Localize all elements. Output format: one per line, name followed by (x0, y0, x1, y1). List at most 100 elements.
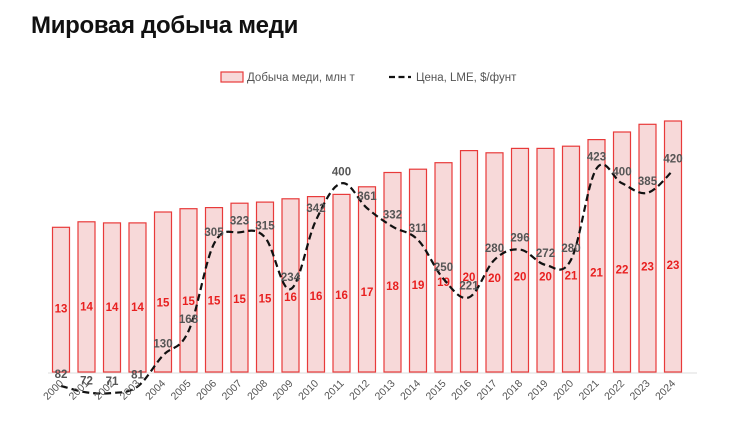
price-label-2024: 420 (663, 154, 682, 166)
bar-2012 (357, 186, 377, 373)
bar-2006 (204, 207, 224, 373)
bar-label-2011: 16 (335, 290, 348, 302)
bar-2017 (485, 152, 504, 373)
bar-label-2023: 23 (641, 261, 654, 273)
price-line-layer: 82 72 71 81 130 168 305 323 315 234 342 400 361 332 31… (55, 152, 683, 395)
bar-2003 (128, 222, 147, 373)
price-label-2017: 280 (485, 243, 504, 255)
price-label-2007: 323 (230, 215, 249, 227)
bar-label-2020: 21 (565, 270, 578, 282)
bar-label-2002: 14 (106, 302, 119, 314)
bar-2001 (77, 221, 96, 373)
price-label-2013: 332 (383, 210, 402, 222)
bar-label-2004: 15 (157, 297, 170, 309)
x-tick-2015: 2015 (424, 378, 449, 403)
x-tick-2011: 2011 (322, 378, 347, 403)
price-label-2006: 305 (204, 227, 224, 239)
bar-2024 (663, 120, 683, 373)
bar-2015 (434, 162, 453, 373)
bar-label-2015: 19 (437, 277, 450, 289)
bar-label-2001: 14 (80, 301, 93, 313)
price-label-2022: 400 (612, 166, 631, 178)
bar-label-2024: 23 (667, 260, 680, 272)
bar-2023 (638, 123, 657, 373)
x-tick-2014: 2014 (398, 378, 423, 403)
x-tick-2019: 2019 (526, 378, 551, 403)
price-label-2010: 342 (306, 203, 325, 215)
x-tick-2016: 2016 (449, 378, 474, 403)
bar-2016 (459, 150, 479, 373)
price-label-2009: 234 (281, 272, 301, 284)
x-tick-2012: 2012 (347, 378, 372, 403)
bar-label-2007: 15 (233, 294, 246, 306)
price-label-2019: 272 (536, 248, 555, 260)
bar-label-2008: 15 (259, 293, 272, 305)
bar-label-2012: 17 (361, 287, 374, 299)
bar-2013 (383, 171, 402, 373)
price-label-2002: 71 (106, 376, 119, 388)
price-label-2008: 315 (255, 220, 275, 232)
price-label-2012: 361 (357, 191, 377, 203)
bar-2002 (102, 222, 122, 373)
legend-line-label: Цена, LME, $/фунт (416, 72, 517, 84)
x-tick-2017: 2017 (475, 378, 500, 403)
price-label-2000: 82 (55, 369, 68, 381)
x-tick-2010: 2010 (296, 378, 321, 403)
bar-2009 (281, 198, 300, 373)
bar-label-2021: 21 (590, 268, 603, 280)
bar-label-2016: 20 (463, 272, 476, 284)
price-label-2016: 221 (459, 280, 479, 292)
bar-label-2009: 16 (284, 292, 297, 304)
x-tick-2020: 2020 (551, 378, 576, 403)
x-tick-2009: 2009 (271, 378, 296, 403)
x-ticks-layer: 2000 2001 2002 2003 2004 2005 2006 2007 2008 2009… (41, 378, 678, 403)
bar-label-2017: 20 (488, 273, 501, 285)
x-tick-2000: 2000 (41, 378, 66, 403)
chart-title: Мировая добыча меди (31, 12, 299, 39)
bar-label-2013: 18 (386, 281, 399, 293)
x-tick-2018: 2018 (500, 378, 525, 403)
x-tick-2004: 2004 (143, 378, 168, 403)
bar-label-2005: 15 (182, 296, 195, 308)
bar-2000 (51, 226, 71, 373)
bar-2014 (408, 168, 428, 373)
bar-2019 (536, 147, 555, 373)
price-label-2018: 296 (510, 233, 529, 245)
bar-2021 (587, 139, 606, 373)
legend: Добыча меди, млн т Цена, LME, $/фунт (220, 71, 517, 84)
bar-2005 (179, 208, 198, 373)
x-tick-2022: 2022 (602, 378, 627, 403)
price-label-2005: 168 (179, 314, 199, 326)
bar-2004 (153, 211, 173, 373)
x-tick-2006: 2006 (194, 378, 219, 403)
bar-label-2014: 19 (412, 280, 425, 292)
x-tick-2007: 2007 (220, 378, 245, 403)
bar-label-2006: 15 (208, 296, 221, 308)
bar-label-2010: 16 (310, 291, 323, 303)
x-tick-2013: 2013 (373, 378, 398, 403)
price-label-2011: 400 (332, 166, 351, 178)
price-label-2020: 280 (561, 243, 580, 255)
x-tick-2023: 2023 (628, 378, 653, 403)
bars-layer: 13 14 14 14 15 15 15 15 15 16 16 16 17 18 19 19 20 20 20 20… (51, 120, 683, 373)
x-tick-2021: 2021 (577, 378, 602, 403)
bar-label-2000: 13 (55, 304, 68, 316)
bar-2022 (612, 131, 632, 373)
x-tick-2005: 2005 (169, 378, 194, 403)
bar-label-2018: 20 (514, 271, 527, 283)
bar-label-2019: 20 (539, 271, 552, 283)
x-tick-2024: 2024 (653, 378, 678, 403)
bar-2007 (230, 202, 249, 373)
legend-bar-label: Добыча меди, млн т (247, 72, 355, 84)
price-label-2023: 385 (638, 176, 658, 188)
price-line (60, 163, 674, 395)
price-label-2021: 423 (587, 152, 606, 164)
bar-2010 (306, 196, 326, 373)
bar-2011 (332, 193, 351, 373)
price-label-2004: 130 (153, 338, 172, 350)
x-tick-2008: 2008 (245, 378, 270, 403)
price-label-2003: 81 (131, 370, 144, 382)
price-label-2015: 250 (434, 262, 453, 274)
bar-label-2022: 22 (616, 265, 629, 277)
